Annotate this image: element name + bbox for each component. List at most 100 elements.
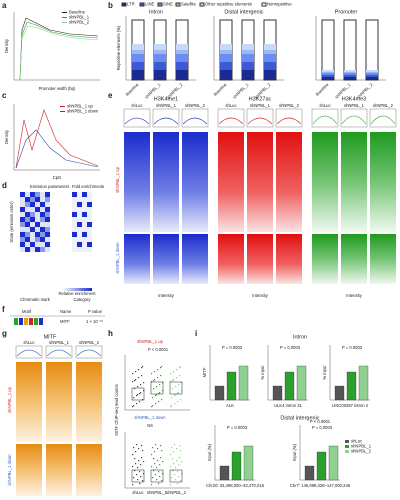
curve: [19, 17, 99, 81]
point: [151, 373, 153, 375]
point: [132, 466, 134, 468]
heat-cell: [45, 192, 50, 197]
heatmap: [124, 234, 150, 284]
locus-label: ALK: [226, 403, 234, 408]
heat-cell: [72, 217, 77, 222]
point: [172, 470, 174, 472]
profile-box: [246, 108, 274, 128]
p-value: NS: [147, 423, 153, 428]
point: [156, 479, 158, 481]
box: [131, 469, 145, 483]
profile: [341, 115, 367, 125]
axis-title: Density: [4, 38, 9, 53]
heat-cell: [77, 197, 82, 202]
point: [138, 369, 140, 371]
point: [172, 380, 174, 382]
heat-cell: [20, 242, 25, 247]
heat-cell: [30, 242, 35, 247]
sample-label: shNPBL_2: [279, 103, 300, 108]
point: [132, 373, 134, 375]
bar-segment: [344, 77, 356, 80]
heat-cell: [72, 192, 77, 197]
profile: [46, 349, 72, 357]
point: [175, 386, 177, 388]
heat-cell: [72, 197, 77, 202]
point: [153, 458, 155, 460]
legend-label: SINE: [163, 2, 173, 7]
point: [173, 379, 175, 381]
legend-label: LTR: [127, 2, 135, 7]
heat-cell: [35, 197, 40, 202]
heat-cell: [87, 192, 92, 197]
heat-cell: [77, 227, 82, 232]
point: [179, 457, 181, 459]
point: [178, 476, 180, 478]
axis-title: MITF: [202, 367, 207, 377]
heat-cell: [25, 237, 30, 242]
bar-segment: [220, 62, 232, 70]
profile-box: [340, 108, 368, 128]
locus-label: LINC00387 intron 2: [332, 403, 369, 408]
heat-cell: [40, 222, 45, 227]
legend-label: Nonrepetitive: [267, 2, 292, 7]
table-header: P value: [88, 309, 103, 314]
legend-swatch: [62, 12, 67, 13]
bar-segment: [366, 77, 378, 80]
heat-cell: [40, 242, 45, 247]
point: [170, 466, 172, 468]
heat-cell: [77, 192, 82, 197]
tick-label: shNPBL_2: [166, 490, 187, 495]
box: [169, 381, 183, 395]
heat-cell: [45, 242, 50, 247]
legend-label: shNPBL_2: [351, 449, 372, 454]
bar: [284, 371, 295, 401]
heat-cell: [72, 202, 77, 207]
bar: [296, 365, 307, 401]
axis-title: % input: [260, 365, 265, 380]
point: [181, 390, 183, 392]
heat-cell: [20, 227, 25, 232]
point: [143, 473, 145, 475]
box: [150, 469, 164, 483]
curve: [19, 25, 99, 81]
axis: [124, 432, 190, 489]
heat-cell: [35, 202, 40, 207]
heat-cell: [20, 232, 25, 237]
point: [179, 375, 181, 377]
heatmap: [312, 234, 338, 284]
legend-swatch: [62, 22, 67, 23]
point: [176, 369, 178, 371]
point: [143, 390, 145, 392]
point: [142, 480, 144, 482]
heat-cell: [20, 222, 25, 227]
panel-letter: b: [108, 1, 113, 10]
heatmap: [312, 132, 338, 232]
point: [138, 460, 140, 462]
point: [160, 457, 162, 459]
p-value: P = 0.0003: [342, 345, 363, 350]
tick-label: shNPBL_1: [232, 81, 250, 99]
bar: [272, 385, 283, 401]
heat-cell: [35, 237, 40, 242]
sample-label: shNPBL_2: [185, 103, 206, 108]
heat-cell: [20, 212, 25, 217]
point: [171, 477, 173, 479]
profile: [76, 349, 102, 357]
heat-cell: [45, 247, 50, 252]
heatmap: [218, 132, 244, 232]
point: [143, 382, 145, 384]
point: [140, 392, 142, 394]
bar-segment: [132, 50, 144, 54]
legend-label: shLuc: [351, 439, 362, 444]
point: [179, 367, 181, 369]
subplot-title: Intron: [149, 9, 163, 15]
point: [137, 394, 139, 396]
heatmap: [153, 132, 179, 232]
point: [160, 445, 162, 447]
legend-swatch: [261, 2, 267, 7]
heat-cell: [82, 237, 87, 242]
heat-cell: [40, 202, 45, 207]
heat-cell: [77, 217, 82, 222]
heat-cell: [72, 232, 77, 237]
heat-cell: [77, 232, 82, 237]
